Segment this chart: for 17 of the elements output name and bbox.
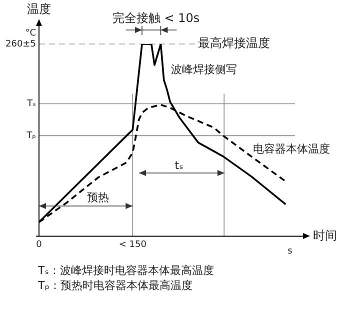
text: Tₛ：波峰焊接时电容器本体最高温度 — [37, 264, 214, 277]
text: s — [288, 246, 293, 256]
annotation: 最高焊接温度 — [198, 36, 270, 50]
x-axis-title: 时间 — [313, 228, 337, 242]
series-label: 波峰焊接侧写 — [170, 62, 237, 76]
text: 260±5 — [6, 39, 36, 50]
annotation: tₛ — [174, 158, 184, 172]
series-label: 电容器本体温度 — [253, 142, 330, 156]
x-tick-label: < 150 — [118, 240, 147, 250]
text: 完全接触 < 10s — [112, 11, 200, 26]
ref-line-label: Tₛ — [26, 99, 36, 110]
annotation: 预热 — [87, 190, 109, 204]
text: °C — [25, 28, 36, 38]
text: Tₚ：预热时电容器本体最高温度 — [37, 278, 192, 292]
y-axis-title: 温度 — [27, 2, 51, 16]
ref-line-label: Tₚ — [26, 131, 36, 142]
x-tick-label: 0 — [36, 240, 42, 250]
